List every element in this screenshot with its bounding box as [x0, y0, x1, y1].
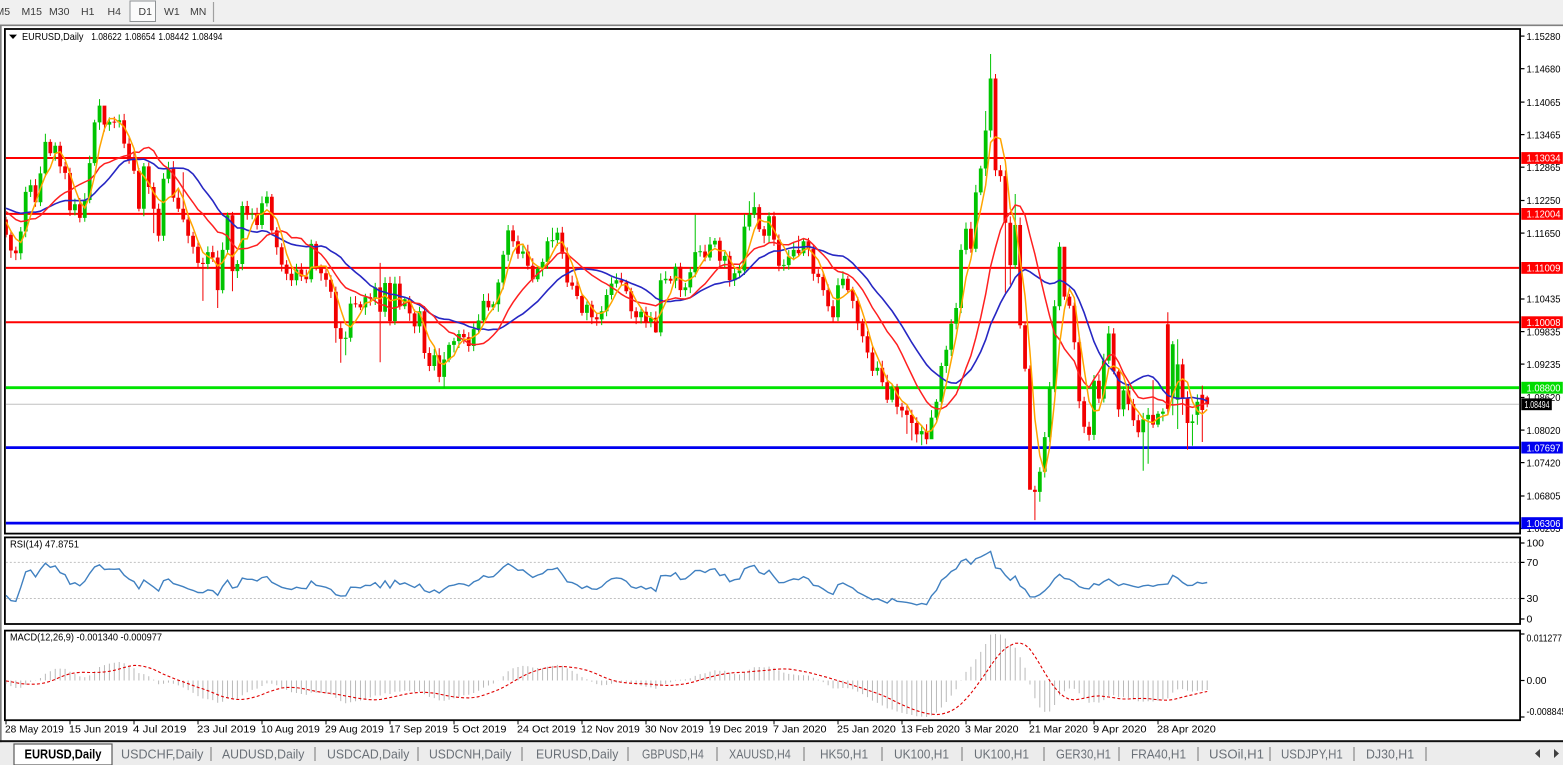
svg-text:-0.008845: -0.008845	[1527, 706, 1563, 718]
svg-text:1.11650: 1.11650	[1527, 228, 1561, 240]
svg-text:UK100,H1: UK100,H1	[974, 748, 1029, 762]
svg-text:HK50,H1: HK50,H1	[820, 748, 868, 762]
svg-text:12 Nov 2019: 12 Nov 2019	[581, 724, 640, 736]
svg-text:1.08494: 1.08494	[192, 31, 223, 43]
svg-text:100: 100	[1527, 538, 1545, 550]
svg-text:1.12865: 1.12865	[1527, 162, 1561, 174]
svg-text:1.14065: 1.14065	[1527, 97, 1561, 109]
svg-text:1.13034: 1.13034	[1527, 153, 1561, 165]
svg-text:USDCAD,Daily: USDCAD,Daily	[327, 748, 410, 762]
svg-text:24 Oct 2019: 24 Oct 2019	[517, 724, 576, 736]
svg-text:H4: H4	[108, 6, 122, 18]
svg-text:29 Aug 2019: 29 Aug 2019	[325, 724, 384, 736]
svg-text:23 Jul 2019: 23 Jul 2019	[197, 724, 256, 736]
svg-text:1.07697: 1.07697	[1527, 442, 1561, 454]
svg-text:D1: D1	[139, 6, 153, 18]
svg-text:USDJPY,H1: USDJPY,H1	[1281, 748, 1343, 762]
svg-text:GBPUSD,H4: GBPUSD,H4	[642, 748, 704, 762]
svg-text:0.00: 0.00	[1527, 675, 1547, 687]
svg-text:GER30,H1: GER30,H1	[1056, 748, 1111, 762]
svg-text:9 Apr 2020: 9 Apr 2020	[1093, 724, 1147, 736]
svg-text:DJ30,H1: DJ30,H1	[1366, 748, 1414, 762]
svg-text:17 Sep 2019: 17 Sep 2019	[389, 724, 448, 736]
svg-text:H1: H1	[81, 6, 95, 18]
svg-text:0.011277: 0.011277	[1527, 633, 1563, 645]
svg-text:USDCHF,Daily: USDCHF,Daily	[121, 748, 204, 762]
svg-text:1.08622: 1.08622	[91, 31, 122, 43]
svg-text:28 Apr 2020: 28 Apr 2020	[1157, 724, 1216, 736]
svg-text:1.08800: 1.08800	[1527, 382, 1561, 394]
svg-text:1.08020: 1.08020	[1527, 425, 1561, 437]
svg-text:M30: M30	[49, 6, 70, 18]
svg-text:1.07420: 1.07420	[1527, 457, 1561, 469]
svg-text:1.08494: 1.08494	[1525, 399, 1550, 411]
svg-text:EURUSD,Daily: EURUSD,Daily	[536, 748, 619, 762]
svg-text:1.09835: 1.09835	[1527, 326, 1561, 338]
svg-text:30 Nov 2019: 30 Nov 2019	[645, 724, 704, 736]
svg-text:19 Dec 2019: 19 Dec 2019	[709, 724, 768, 736]
svg-text:USDCNH,Daily: USDCNH,Daily	[429, 748, 512, 762]
svg-text:RSI(14) 47.8751: RSI(14) 47.8751	[10, 539, 79, 551]
svg-text:4 Jul 2019: 4 Jul 2019	[133, 724, 187, 736]
svg-text:1.11009: 1.11009	[1527, 263, 1561, 275]
svg-text:1.06306: 1.06306	[1527, 518, 1561, 530]
svg-text:1.15280: 1.15280	[1527, 31, 1561, 43]
svg-text:0: 0	[1527, 614, 1533, 626]
svg-text:1.12004: 1.12004	[1527, 209, 1561, 221]
svg-text:1.08654: 1.08654	[125, 31, 156, 43]
svg-text:1.14680: 1.14680	[1527, 63, 1561, 75]
svg-text:30: 30	[1527, 593, 1539, 605]
svg-text:USOil,H1: USOil,H1	[1209, 748, 1264, 762]
svg-text:M5: M5	[0, 6, 10, 18]
svg-text:M15: M15	[22, 6, 43, 18]
svg-text:1.13465: 1.13465	[1527, 129, 1561, 141]
svg-text:EURUSD,Daily: EURUSD,Daily	[25, 748, 102, 762]
svg-text:10 Aug 2019: 10 Aug 2019	[261, 724, 320, 736]
svg-text:MN: MN	[190, 6, 206, 18]
svg-text:AUDUSD,Daily: AUDUSD,Daily	[222, 748, 305, 762]
svg-text:1.10008: 1.10008	[1527, 317, 1561, 329]
svg-text:3 Mar 2020: 3 Mar 2020	[965, 724, 1019, 736]
svg-text:EURUSD,Daily: EURUSD,Daily	[22, 31, 84, 43]
svg-text:XAUUSD,H4: XAUUSD,H4	[729, 748, 791, 762]
svg-text:1.06805: 1.06805	[1527, 491, 1561, 503]
svg-text:1.08442: 1.08442	[158, 31, 189, 43]
svg-text:MACD(12,26,9) -0.001340 -0.000: MACD(12,26,9) -0.001340 -0.000977	[10, 632, 162, 644]
svg-text:FRA40,H1: FRA40,H1	[1131, 748, 1186, 762]
svg-text:7 Jan 2020: 7 Jan 2020	[773, 724, 827, 736]
svg-text:UK100,H1: UK100,H1	[894, 748, 949, 762]
svg-text:1.10435: 1.10435	[1527, 294, 1561, 306]
svg-text:25 Jan 2020: 25 Jan 2020	[837, 724, 896, 736]
svg-text:5 Oct 2019: 5 Oct 2019	[453, 724, 507, 736]
svg-text:15 Jun 2019: 15 Jun 2019	[69, 724, 128, 736]
svg-text:1.09235: 1.09235	[1527, 359, 1561, 371]
svg-text:21 Mar 2020: 21 Mar 2020	[1029, 724, 1088, 736]
svg-text:13 Feb 2020: 13 Feb 2020	[901, 724, 960, 736]
svg-text:1.12250: 1.12250	[1527, 195, 1561, 207]
svg-text:28 May 2019: 28 May 2019	[5, 724, 64, 736]
svg-text:W1: W1	[164, 6, 180, 18]
svg-text:70: 70	[1527, 557, 1539, 569]
